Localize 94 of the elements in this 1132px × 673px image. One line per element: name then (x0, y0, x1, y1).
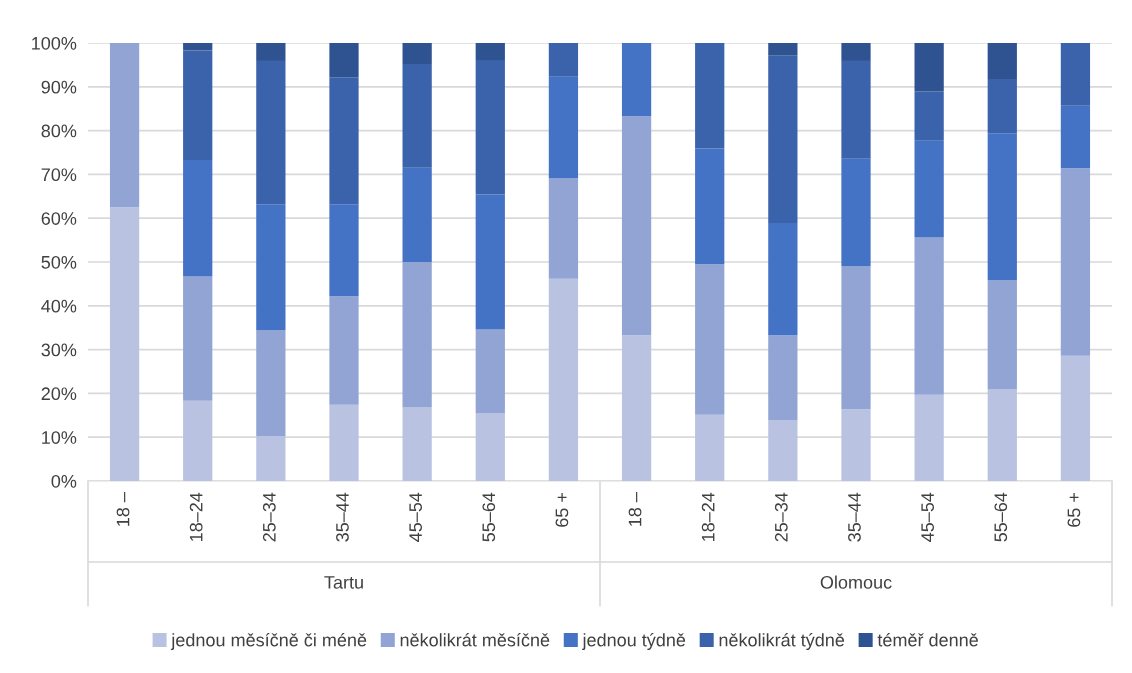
bar (329, 77, 359, 205)
y-tick-label: 100% (32, 36, 77, 50)
bar (768, 335, 798, 421)
y-tick-label: 50% (41, 255, 77, 269)
x-tick-label: 18–24 (189, 492, 203, 541)
bar (987, 279, 1017, 390)
x-tick-label: 45–54 (921, 492, 934, 542)
x-tick-label: 65 + (1067, 493, 1081, 527)
bar (1060, 168, 1091, 356)
bar (329, 43, 359, 78)
bar (841, 265, 871, 410)
x-tick-label: 18 – (116, 492, 130, 526)
x-tick-label: 35–44 (336, 492, 349, 542)
bar (183, 400, 213, 481)
bar (768, 223, 798, 336)
legend-label: několikrát měsíčně (400, 632, 550, 647)
y-tick-label: 40% (41, 299, 77, 313)
bar (256, 435, 286, 481)
bar (329, 404, 359, 481)
bar (621, 116, 652, 336)
bar (914, 140, 944, 238)
bar (109, 43, 140, 208)
bar (329, 204, 359, 297)
bar (695, 148, 725, 265)
bar (475, 329, 505, 414)
bar (914, 91, 944, 141)
y-tick-label: 70% (41, 168, 77, 182)
bar (475, 60, 505, 195)
bar (475, 194, 505, 330)
bar (548, 278, 579, 481)
bar (402, 64, 432, 168)
bar (183, 159, 213, 277)
bar (548, 43, 579, 77)
bar (475, 413, 505, 481)
bar (402, 262, 432, 408)
bar (1060, 355, 1091, 481)
bar (914, 43, 944, 92)
bar (987, 389, 1017, 481)
y-tick-label: 80% (41, 124, 77, 138)
bar (1060, 43, 1091, 106)
bar (548, 177, 579, 279)
bar (256, 204, 286, 330)
legend-label: několikrát týdně (719, 632, 845, 651)
y-tick-label: 30% (41, 343, 77, 357)
bar (914, 237, 944, 395)
bar (621, 43, 652, 117)
bar (841, 60, 871, 159)
bar (183, 50, 213, 160)
x-tick-label: 55–64 (994, 492, 1008, 542)
x-tick-label: 45–54 (409, 492, 422, 542)
legend-label: jednou týdně (582, 632, 686, 651)
y-tick-label: 60% (41, 212, 77, 225)
legend-label: jednou měsíčně či méně (170, 632, 367, 651)
bar (987, 78, 1017, 134)
bar (695, 414, 725, 481)
x-tick-label: 25–34 (262, 492, 276, 542)
y-tick-label: 10% (42, 431, 77, 444)
x-tick-label: 35–44 (848, 492, 861, 542)
bar (768, 43, 798, 56)
bar (183, 43, 213, 51)
x-tick-label: 25–34 (774, 492, 788, 542)
bar (914, 394, 944, 481)
y-tick-label: 90% (41, 80, 77, 94)
y-tick-label: 0% (51, 474, 77, 488)
bar (475, 43, 505, 61)
bar (402, 407, 432, 481)
bar (987, 43, 1017, 79)
bar (768, 420, 798, 481)
bar (841, 409, 871, 481)
bar (548, 76, 579, 178)
bar (841, 43, 871, 61)
bar (109, 207, 140, 481)
y-tick-label: 20% (41, 387, 77, 401)
bar (841, 158, 871, 266)
bar (768, 55, 798, 224)
bar (987, 133, 1017, 280)
bar (695, 43, 725, 149)
legend-label: téměř denně (877, 632, 978, 647)
bar (183, 276, 213, 401)
text: Olomouc (820, 575, 892, 589)
bar (402, 43, 432, 65)
bar (256, 329, 286, 436)
bar (695, 264, 725, 415)
bar (1060, 105, 1091, 169)
x-tick-label: 18 – (628, 492, 642, 526)
text: Tartu (324, 576, 363, 589)
bar (256, 60, 286, 205)
x-tick-label: 65 + (555, 493, 569, 527)
bar (256, 43, 286, 61)
x-tick-label: 55–64 (482, 492, 496, 542)
bar (402, 167, 432, 262)
bar (329, 296, 359, 405)
bar (621, 335, 652, 481)
x-tick-label: 18–24 (701, 492, 715, 541)
